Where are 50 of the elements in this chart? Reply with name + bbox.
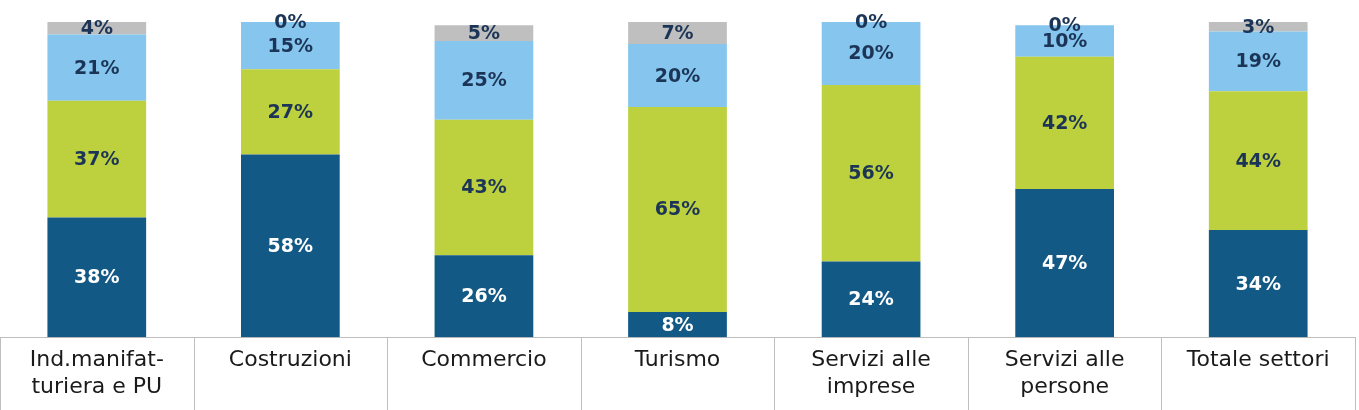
bar [241,154,340,338]
data-label: 0% [274,9,307,32]
bar [821,261,921,338]
bar [1208,91,1308,231]
data-label: 58% [267,233,314,256]
data-label: 4% [80,16,113,39]
data-label: 21% [74,55,120,78]
bar [1208,230,1308,338]
data-label: 15% [267,33,314,56]
data-label: 42% [1041,110,1088,133]
bar [47,34,147,101]
data-label: 3% [1242,14,1275,37]
bar [47,100,147,218]
x-tick-label: Servizi alle persone [1004,346,1125,398]
x-tick-label: Costruzioni [228,346,352,372]
data-label: 8% [661,312,694,335]
data-label: 0% [854,9,888,32]
data-label: 24% [848,287,894,310]
bar [241,69,340,155]
bar [1015,56,1114,190]
bar [821,85,921,262]
data-label: 37% [74,147,120,170]
data-label: 56% [848,161,894,184]
bar [628,107,727,312]
data-label: 34% [1235,271,1281,294]
data-label: 20% [848,41,894,64]
data-label: 19% [1235,49,1281,72]
x-tick-label: Turismo [633,346,721,372]
bar [47,217,147,338]
data-label: 44% [1235,148,1281,171]
bar [434,255,534,338]
bar [434,40,534,120]
x-tick-label: Totale settori [1185,346,1330,372]
data-label: 27% [267,99,314,122]
x-tick-label: Ind.manifat-turiera e PU [29,346,164,398]
data-label: 20% [654,63,701,86]
data-label: 7% [661,20,694,43]
x-tick-label: Commercio [421,346,547,372]
data-label: 25% [461,68,507,91]
x-tick-label: Servizi alle imprese [811,346,931,398]
data-label: 47% [1041,251,1088,274]
bar [434,119,534,256]
bar [1015,189,1114,338]
bar [628,44,727,108]
data-label: 43% [461,175,507,198]
data-label: 38% [74,265,120,288]
data-label: 65% [654,197,701,220]
bar [1208,31,1308,92]
data-label: 5% [467,20,501,43]
data-label: 26% [461,284,507,307]
